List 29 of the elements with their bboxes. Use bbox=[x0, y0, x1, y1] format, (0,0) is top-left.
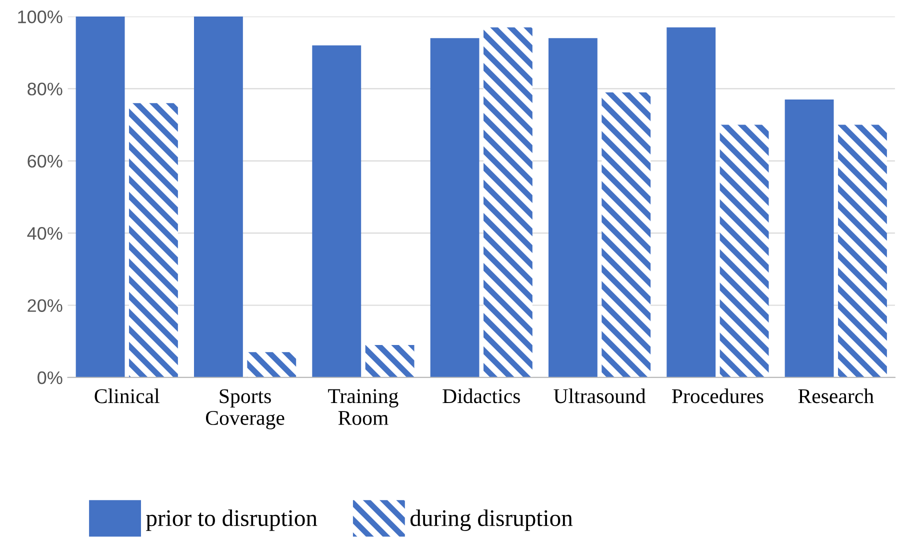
x-tick-label: Didactics bbox=[442, 388, 520, 404]
y-tick-label: 80% bbox=[28, 82, 62, 96]
x-tick-label: Training Room bbox=[328, 389, 398, 425]
bar bbox=[548, 38, 598, 378]
legend-label: during disruption bbox=[410, 510, 573, 531]
bar bbox=[194, 16, 243, 378]
y-tick-label: 0% bbox=[38, 371, 62, 384]
x-tick-label: Ultrasound bbox=[554, 388, 646, 404]
bar bbox=[784, 100, 834, 378]
bar bbox=[484, 27, 532, 378]
y-tick-label: 40% bbox=[27, 227, 62, 240]
bar bbox=[720, 124, 769, 378]
y-tick-label: 60% bbox=[28, 154, 62, 168]
bar bbox=[129, 103, 178, 378]
bar bbox=[247, 352, 296, 378]
legend-label: prior to disruption bbox=[146, 510, 318, 531]
bar bbox=[312, 45, 362, 378]
y-tick-label: 20% bbox=[28, 299, 62, 312]
bar bbox=[430, 38, 480, 378]
bar bbox=[666, 27, 716, 378]
y-tick-label: 100% bbox=[18, 10, 62, 24]
x-tick-label: Research bbox=[798, 388, 874, 404]
x-tick-label: Clinical bbox=[94, 388, 160, 404]
x-tick-label: Procedures bbox=[672, 388, 764, 404]
bar bbox=[602, 92, 651, 378]
bar bbox=[365, 344, 414, 378]
bar bbox=[838, 124, 887, 378]
x-tick-label: Sports Coverage bbox=[206, 389, 284, 430]
bar bbox=[76, 16, 125, 378]
